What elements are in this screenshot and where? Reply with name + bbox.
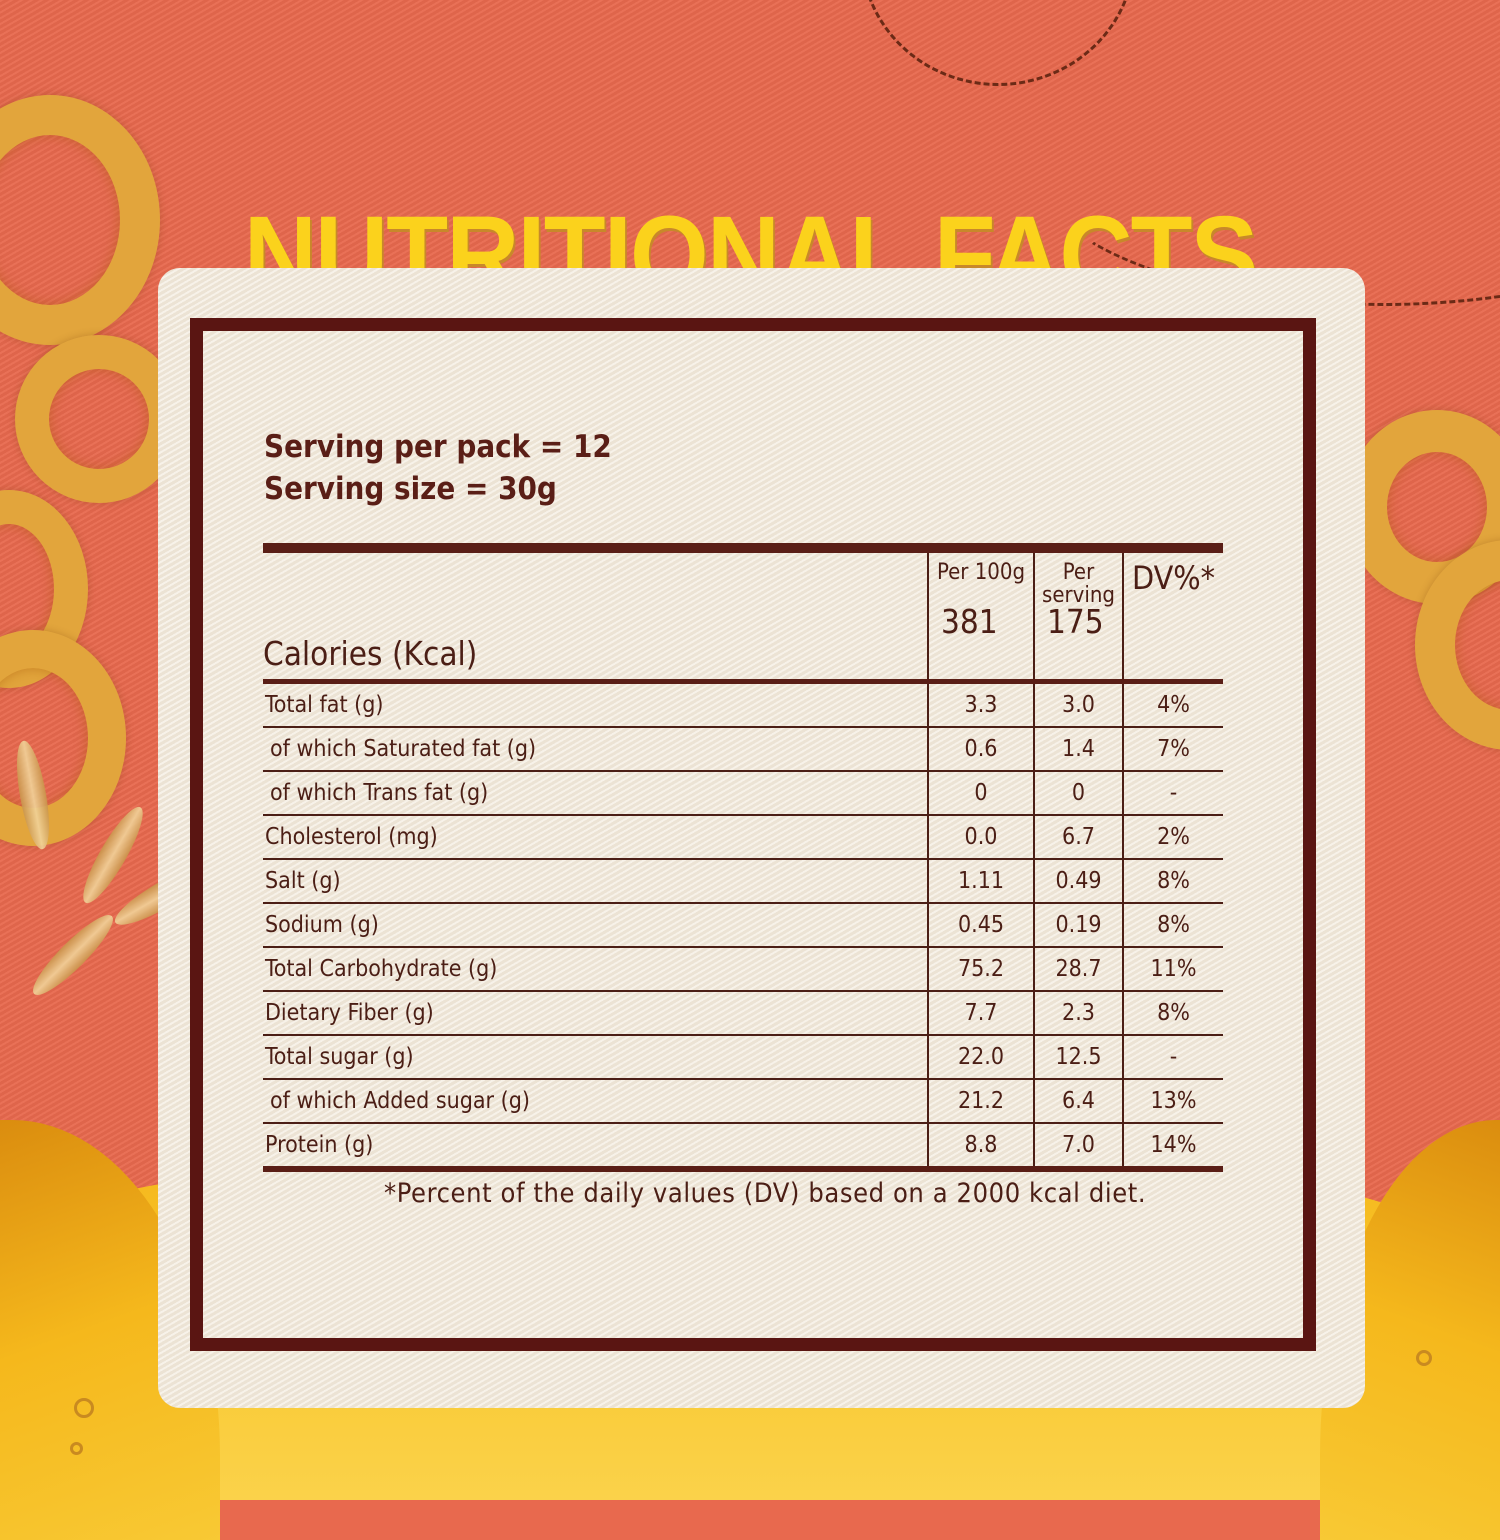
table-row: Cholesterol (mg) 0.0 6.7 2% bbox=[263, 815, 1223, 860]
per-100g-header: Per 100g 381 bbox=[927, 543, 1034, 684]
table-header-row: Calories (Kcal) Per 100g 381 Per serving… bbox=[263, 543, 1223, 684]
honey-bubble bbox=[1416, 1350, 1432, 1366]
serving-info: Serving per pack = 12 Serving size = 30g bbox=[264, 426, 612, 510]
calories-per-100g: 381 bbox=[941, 602, 998, 641]
honey-bubble bbox=[70, 1442, 83, 1455]
table-row: of which Saturated fat (g) 0.6 1.4 7% bbox=[263, 727, 1223, 772]
honey-bubble bbox=[74, 1398, 94, 1418]
table-row: of which Trans fat (g) 0 0 - bbox=[263, 771, 1223, 816]
table-row: Sodium (g) 0.45 0.19 8% bbox=[263, 903, 1223, 948]
per-serving-header: Per serving 175 bbox=[1033, 543, 1123, 684]
calories-label: Calories (Kcal) bbox=[263, 543, 928, 684]
table-row: Dietary Fiber (g) 7.7 2.3 8% bbox=[263, 991, 1223, 1036]
table-row: Protein (g) 8.8 7.0 14% bbox=[263, 1123, 1223, 1172]
table-row: Total Carbohydrate (g) 75.2 28.7 11% bbox=[263, 947, 1223, 992]
table-row: Total fat (g) 3.3 3.0 4% bbox=[263, 681, 1223, 728]
dv-footnote: *Percent of the daily values (DV) based … bbox=[384, 1178, 1147, 1209]
serving-size: Serving size = 30g bbox=[264, 471, 557, 507]
calories-per-serving: 175 bbox=[1047, 602, 1104, 641]
nutrition-frame bbox=[190, 318, 1316, 1351]
nutrition-card: Serving per pack = 12 Serving size = 30g… bbox=[158, 268, 1365, 1408]
servings-per-pack: Serving per pack = 12 bbox=[264, 429, 612, 465]
dv-header: DV%* bbox=[1122, 543, 1223, 684]
table-row: Total sugar (g) 22.0 12.5 - bbox=[263, 1035, 1223, 1080]
table-row: Salt (g) 1.11 0.49 8% bbox=[263, 859, 1223, 904]
table-row: of which Added sugar (g) 21.2 6.4 13% bbox=[263, 1079, 1223, 1124]
nutrition-table: Calories (Kcal) Per 100g 381 Per serving… bbox=[263, 543, 1223, 1172]
